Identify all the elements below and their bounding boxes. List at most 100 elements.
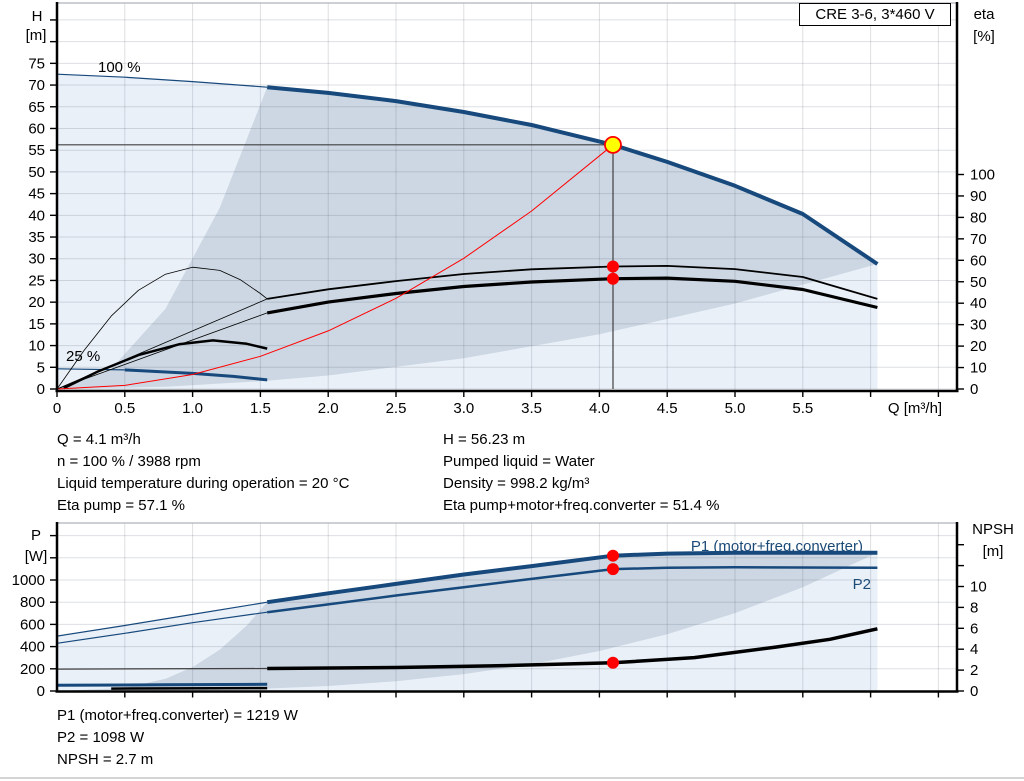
tick-label: 200	[20, 661, 45, 678]
control-envelope-fill	[57, 87, 878, 389]
npsh-axis-title: NPSH	[972, 521, 1014, 538]
tick-label: 400	[20, 639, 45, 656]
info-flow: Q = 4.1 m³/h	[57, 431, 141, 448]
info-eta-total: Eta pump+motor+freq.converter = 51.4 %	[443, 497, 720, 514]
p1-curve-label: P1 (motor+freq.converter)	[691, 538, 863, 555]
tick-label: 35	[28, 229, 45, 246]
npsh-curve	[267, 627, 878, 671]
info-pumped-liquid: Pumped liquid = Water	[443, 453, 595, 470]
tick-label: 4	[970, 641, 978, 658]
tick-label: 4.5	[657, 400, 678, 417]
p2-curve-label: P2	[853, 576, 871, 593]
speed-label-25: 25 %	[66, 348, 100, 365]
tick-label: 10	[970, 360, 987, 377]
tick-label: 60	[28, 120, 45, 137]
tick-label: 90	[970, 188, 987, 205]
eta-total-lowflow-line	[56, 312, 268, 390]
info-npsh: NPSH = 2.7 m	[57, 751, 154, 768]
h-axis-title: H	[32, 8, 43, 25]
eta-minflow-arc	[56, 266, 268, 390]
npsh-lowflow	[56, 667, 268, 670]
info-head: H = 56.23 m	[443, 431, 526, 448]
pump-name-label: CRE 3-6, 3*460 V	[815, 6, 935, 23]
pump-name-box: CRE 3-6, 3*460 V	[799, 3, 951, 26]
eta-axis-title-unit: [%]	[973, 28, 995, 45]
tick-label: 6	[970, 620, 978, 637]
p-envelope-fill	[57, 552, 878, 691]
tick-label: 20	[970, 338, 987, 355]
tick-label: 3.5	[521, 400, 542, 417]
tick-label: 0	[37, 381, 45, 398]
tick-label: 5	[37, 359, 45, 376]
tick-label: 40	[28, 207, 45, 224]
qh-100pct-duty	[267, 85, 879, 266]
p1-curve	[266, 550, 878, 605]
info-liquid-temperature: Liquid temperature during operation = 20…	[57, 475, 350, 492]
tick-label: 10	[28, 338, 45, 355]
tick-label: 5.0	[725, 400, 746, 417]
tick-label: 3.0	[453, 400, 474, 417]
tick-label: 75	[28, 55, 45, 72]
info-eta-pump: Eta pump = 57.1 %	[57, 497, 185, 514]
p-axis-title-unit: [W]	[25, 548, 48, 565]
power-duty-marker	[606, 563, 619, 576]
p-axis-title: P	[31, 527, 41, 544]
system-curve	[56, 144, 614, 390]
tick-label: 2.0	[318, 400, 339, 417]
tick-label: 30	[28, 251, 45, 268]
eta-pump-curve	[267, 264, 878, 300]
duty-info-left: Q = 4.1 m³/h n = 100 % / 3988 rpm Liquid…	[57, 429, 349, 517]
tick-label: 1000	[12, 572, 45, 589]
tick-label: 1.0	[182, 400, 203, 417]
p-25pct-curve	[56, 682, 268, 687]
eta-duty-marker	[606, 260, 619, 273]
tick-label: 55	[28, 142, 45, 159]
q-axis-title: Q [m³/h]	[888, 400, 942, 417]
npsh-duty-marker	[606, 656, 619, 669]
tick-label: 10	[970, 579, 987, 596]
tick-label: 45	[28, 186, 45, 203]
h-axis-title-unit: [m]	[26, 27, 47, 44]
operating-point	[604, 135, 622, 154]
tick-label: 4.0	[589, 400, 610, 417]
tick-label: 70	[970, 231, 987, 248]
tick-label: 0	[970, 683, 978, 700]
tick-label: 8	[970, 599, 978, 616]
tick-label: 25	[28, 272, 45, 289]
tick-label: 5.5	[792, 400, 813, 417]
tick-label: 800	[20, 594, 45, 611]
tick-label: 50	[970, 274, 987, 291]
eta-total-curve	[266, 276, 878, 315]
p2-lowflow	[56, 611, 268, 644]
tick-label: 65	[28, 99, 45, 116]
power-duty-marker	[606, 549, 619, 562]
qh-25pct-duty	[124, 368, 268, 382]
tick-label: 2	[970, 662, 978, 679]
tick-label: 2.5	[386, 400, 407, 417]
tick-label: 30	[970, 317, 987, 334]
tick-label: 15	[28, 316, 45, 333]
npsh-axis-title-unit: [m]	[983, 543, 1004, 560]
qh-100pct-full	[56, 73, 268, 88]
power-info: P1 (motor+freq.converter) = 1219 W P2 = …	[57, 705, 298, 771]
eta-duty-marker	[606, 272, 619, 285]
tick-label: 0	[37, 683, 45, 700]
tick-label: 0	[53, 400, 61, 417]
tick-label: 40	[970, 295, 987, 312]
info-p2: P2 = 1098 W	[57, 729, 145, 746]
tick-label: 20	[28, 294, 45, 311]
p2-25pct-curve	[111, 686, 268, 690]
tick-label: 600	[20, 616, 45, 633]
p1-lowflow	[56, 601, 268, 637]
tick-label: 0	[970, 381, 978, 398]
tick-label: 0.5	[114, 400, 135, 417]
tick-label: 60	[970, 252, 987, 269]
tick-label: 70	[28, 77, 45, 94]
duty-info-right: H = 56.23 m Pumped liquid = Water Densit…	[443, 429, 719, 517]
info-speed: n = 100 % / 3988 rpm	[57, 453, 201, 470]
eta-25pct-curve	[63, 339, 268, 390]
tick-label: 1.5	[250, 400, 271, 417]
info-p1: P1 (motor+freq.converter) = 1219 W	[57, 707, 298, 724]
